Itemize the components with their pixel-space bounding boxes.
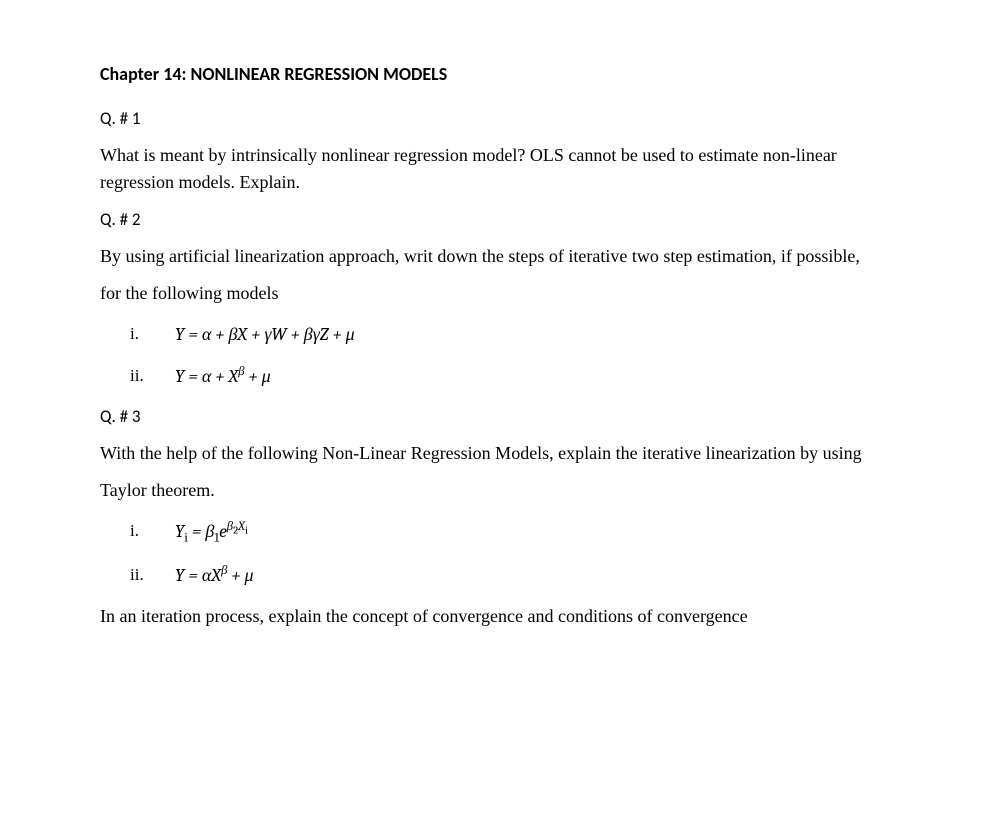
- q3-item-2-math: Y = αXβ + μ: [175, 558, 254, 594]
- question-1-body: What is meant by intrinsically nonlinear…: [100, 142, 905, 196]
- q2-item-2-marker: ii.: [130, 359, 175, 395]
- q2-item-2-math: Y = α + Xβ + μ: [175, 359, 271, 395]
- q3-item-2-suffix: + μ: [227, 565, 253, 586]
- q3-item-1-math: Yi = β1eβ2Xi: [175, 514, 248, 552]
- q3-item-1-marker: i.: [130, 514, 175, 552]
- q3-item-1: i. Yi = β1eβ2Xi: [130, 514, 905, 552]
- question-1-header: Q. # 1: [100, 105, 905, 132]
- q2-item-1-marker: i.: [130, 317, 175, 353]
- q3-item-2: ii. Y = αXβ + μ: [130, 558, 905, 594]
- q3-item-1-xi: i: [245, 524, 248, 537]
- question-2-body-line1: By using artificial linearization approa…: [100, 243, 905, 270]
- question-3-body-line2: Taylor theorem.: [100, 477, 905, 504]
- question-3-body-line1: With the help of the following Non-Linea…: [100, 440, 905, 467]
- q2-item-1-math: Y = α + βX + γW + βγZ + μ: [175, 317, 355, 353]
- q2-item-2-suffix: + μ: [245, 366, 271, 387]
- question-2-body-line2: for the following models: [100, 280, 905, 307]
- q3-item-1-x: X: [238, 520, 245, 534]
- q3-item-1-y: Y: [175, 521, 184, 542]
- q3-item-2-prefix: Y = αX: [175, 565, 221, 586]
- q2-item-2: ii. Y = α + Xβ + μ: [130, 359, 905, 395]
- question-2-header: Q. # 2: [100, 206, 905, 233]
- q3-item-1-e: e: [219, 521, 227, 542]
- q3-item-1-eq: =: [188, 521, 205, 542]
- q2-item-1: i. Y = α + βX + γW + βγZ + μ: [130, 317, 905, 353]
- final-paragraph: In an iteration process, explain the con…: [100, 602, 905, 631]
- q2-item-2-prefix: Y = α + X: [175, 366, 238, 387]
- question-3-header: Q. # 3: [100, 403, 905, 430]
- chapter-title: Chapter 14: NONLINEAR REGRESSION MODELS: [100, 60, 905, 89]
- q3-item-2-marker: ii.: [130, 558, 175, 594]
